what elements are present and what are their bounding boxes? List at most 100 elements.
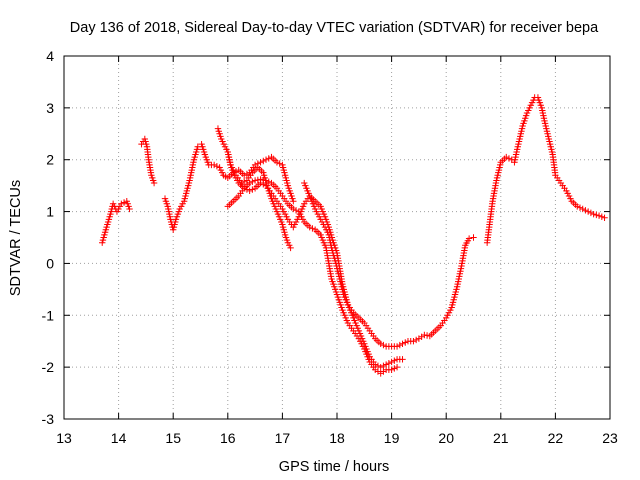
y-axis-label: SDTVAR / TECUs [8, 180, 24, 296]
data-point [260, 157, 267, 165]
y-tick-label: 3 [46, 100, 54, 116]
x-tick-label: 20 [438, 430, 454, 446]
data-point [388, 366, 395, 373]
data-point [579, 205, 586, 213]
data-point [240, 178, 248, 185]
x-tick-label: 17 [275, 430, 291, 446]
data-point [210, 161, 218, 169]
data-point [257, 176, 264, 183]
x-tick-label: 15 [165, 430, 181, 446]
data-point [503, 153, 510, 161]
data-point [290, 205, 297, 213]
data-point [246, 187, 253, 195]
data-point [249, 178, 256, 185]
data-point [287, 244, 294, 252]
data-point [118, 200, 125, 207]
data-point [262, 156, 270, 163]
data-point [587, 209, 595, 217]
data-point [576, 204, 584, 211]
data-point [410, 338, 417, 345]
data-point [402, 339, 409, 346]
data-points [99, 94, 608, 377]
data-point [584, 208, 592, 215]
data-point [243, 170, 251, 178]
grid [64, 56, 610, 419]
data-point [377, 340, 384, 348]
data-point [254, 176, 262, 184]
data-point [120, 199, 128, 206]
y-tick-label: -1 [42, 307, 55, 323]
data-point [257, 159, 264, 166]
data-point [380, 341, 387, 349]
data-point [391, 365, 398, 372]
y-tick-label: 4 [46, 48, 54, 64]
series-track-b [138, 135, 158, 187]
data-point [396, 341, 403, 349]
data-point [582, 207, 589, 214]
data-point [273, 159, 281, 166]
data-point [399, 340, 406, 348]
data-point [243, 186, 251, 193]
y-tick-label: -2 [42, 359, 55, 375]
x-axis-ticks: 13 14 15 16 17 18 19 20 21 22 23 [56, 56, 618, 446]
data-point [574, 203, 581, 210]
series-track-e [224, 148, 294, 252]
data-point [598, 213, 606, 220]
data-point [470, 234, 477, 241]
data-point [251, 177, 259, 184]
data-point [276, 160, 283, 167]
y-tick-label: -3 [42, 411, 55, 427]
data-point [601, 214, 608, 221]
data-point [423, 332, 431, 339]
data-point [595, 212, 603, 219]
data-point [213, 163, 221, 170]
data-point [150, 179, 158, 187]
chart-title: Day 136 of 2018, Sidereal Day-to-day VTE… [70, 20, 599, 36]
y-tick-label: 0 [46, 255, 54, 271]
data-point [388, 358, 395, 366]
x-tick-label: 19 [384, 430, 400, 446]
data-point [380, 362, 387, 370]
data-point [260, 176, 267, 184]
data-point [393, 363, 401, 371]
y-tick-label: 1 [46, 204, 54, 220]
data-point [593, 211, 600, 219]
x-tick-label: 23 [602, 430, 618, 446]
data-point [126, 205, 133, 213]
x-tick-label: 21 [493, 430, 509, 446]
data-point [393, 343, 401, 350]
data-point [309, 225, 316, 232]
series-track-a [99, 198, 133, 246]
data-point [391, 357, 398, 364]
data-point [238, 179, 245, 187]
x-tick-label: 18 [329, 430, 345, 446]
data-point [290, 198, 297, 205]
data-point [249, 186, 256, 193]
data-point [385, 360, 393, 367]
data-point [412, 336, 420, 344]
data-point [399, 356, 406, 363]
data-point [590, 210, 597, 218]
data-point [505, 155, 513, 162]
data-point [306, 223, 313, 231]
y-axis-ticks: -3 -2 -1 0 1 2 3 4 [42, 48, 610, 427]
series-track-f [224, 176, 401, 377]
data-point [262, 177, 270, 184]
x-tick-label: 16 [220, 430, 236, 446]
data-point [421, 331, 428, 339]
data-point [265, 178, 272, 185]
y-tick-label: 2 [46, 152, 54, 168]
data-point [246, 179, 253, 187]
x-tick-label: 13 [56, 430, 72, 446]
data-point [377, 363, 384, 371]
data-point [240, 172, 248, 179]
data-point [374, 362, 382, 370]
data-point [465, 235, 473, 242]
series-track-h [483, 94, 608, 246]
x-tick-label: 22 [548, 430, 564, 446]
series-track-c [161, 140, 297, 233]
x-axis-label: GPS time / hours [279, 459, 389, 475]
series-track-g [301, 179, 477, 350]
x-tick-label: 14 [111, 430, 127, 446]
